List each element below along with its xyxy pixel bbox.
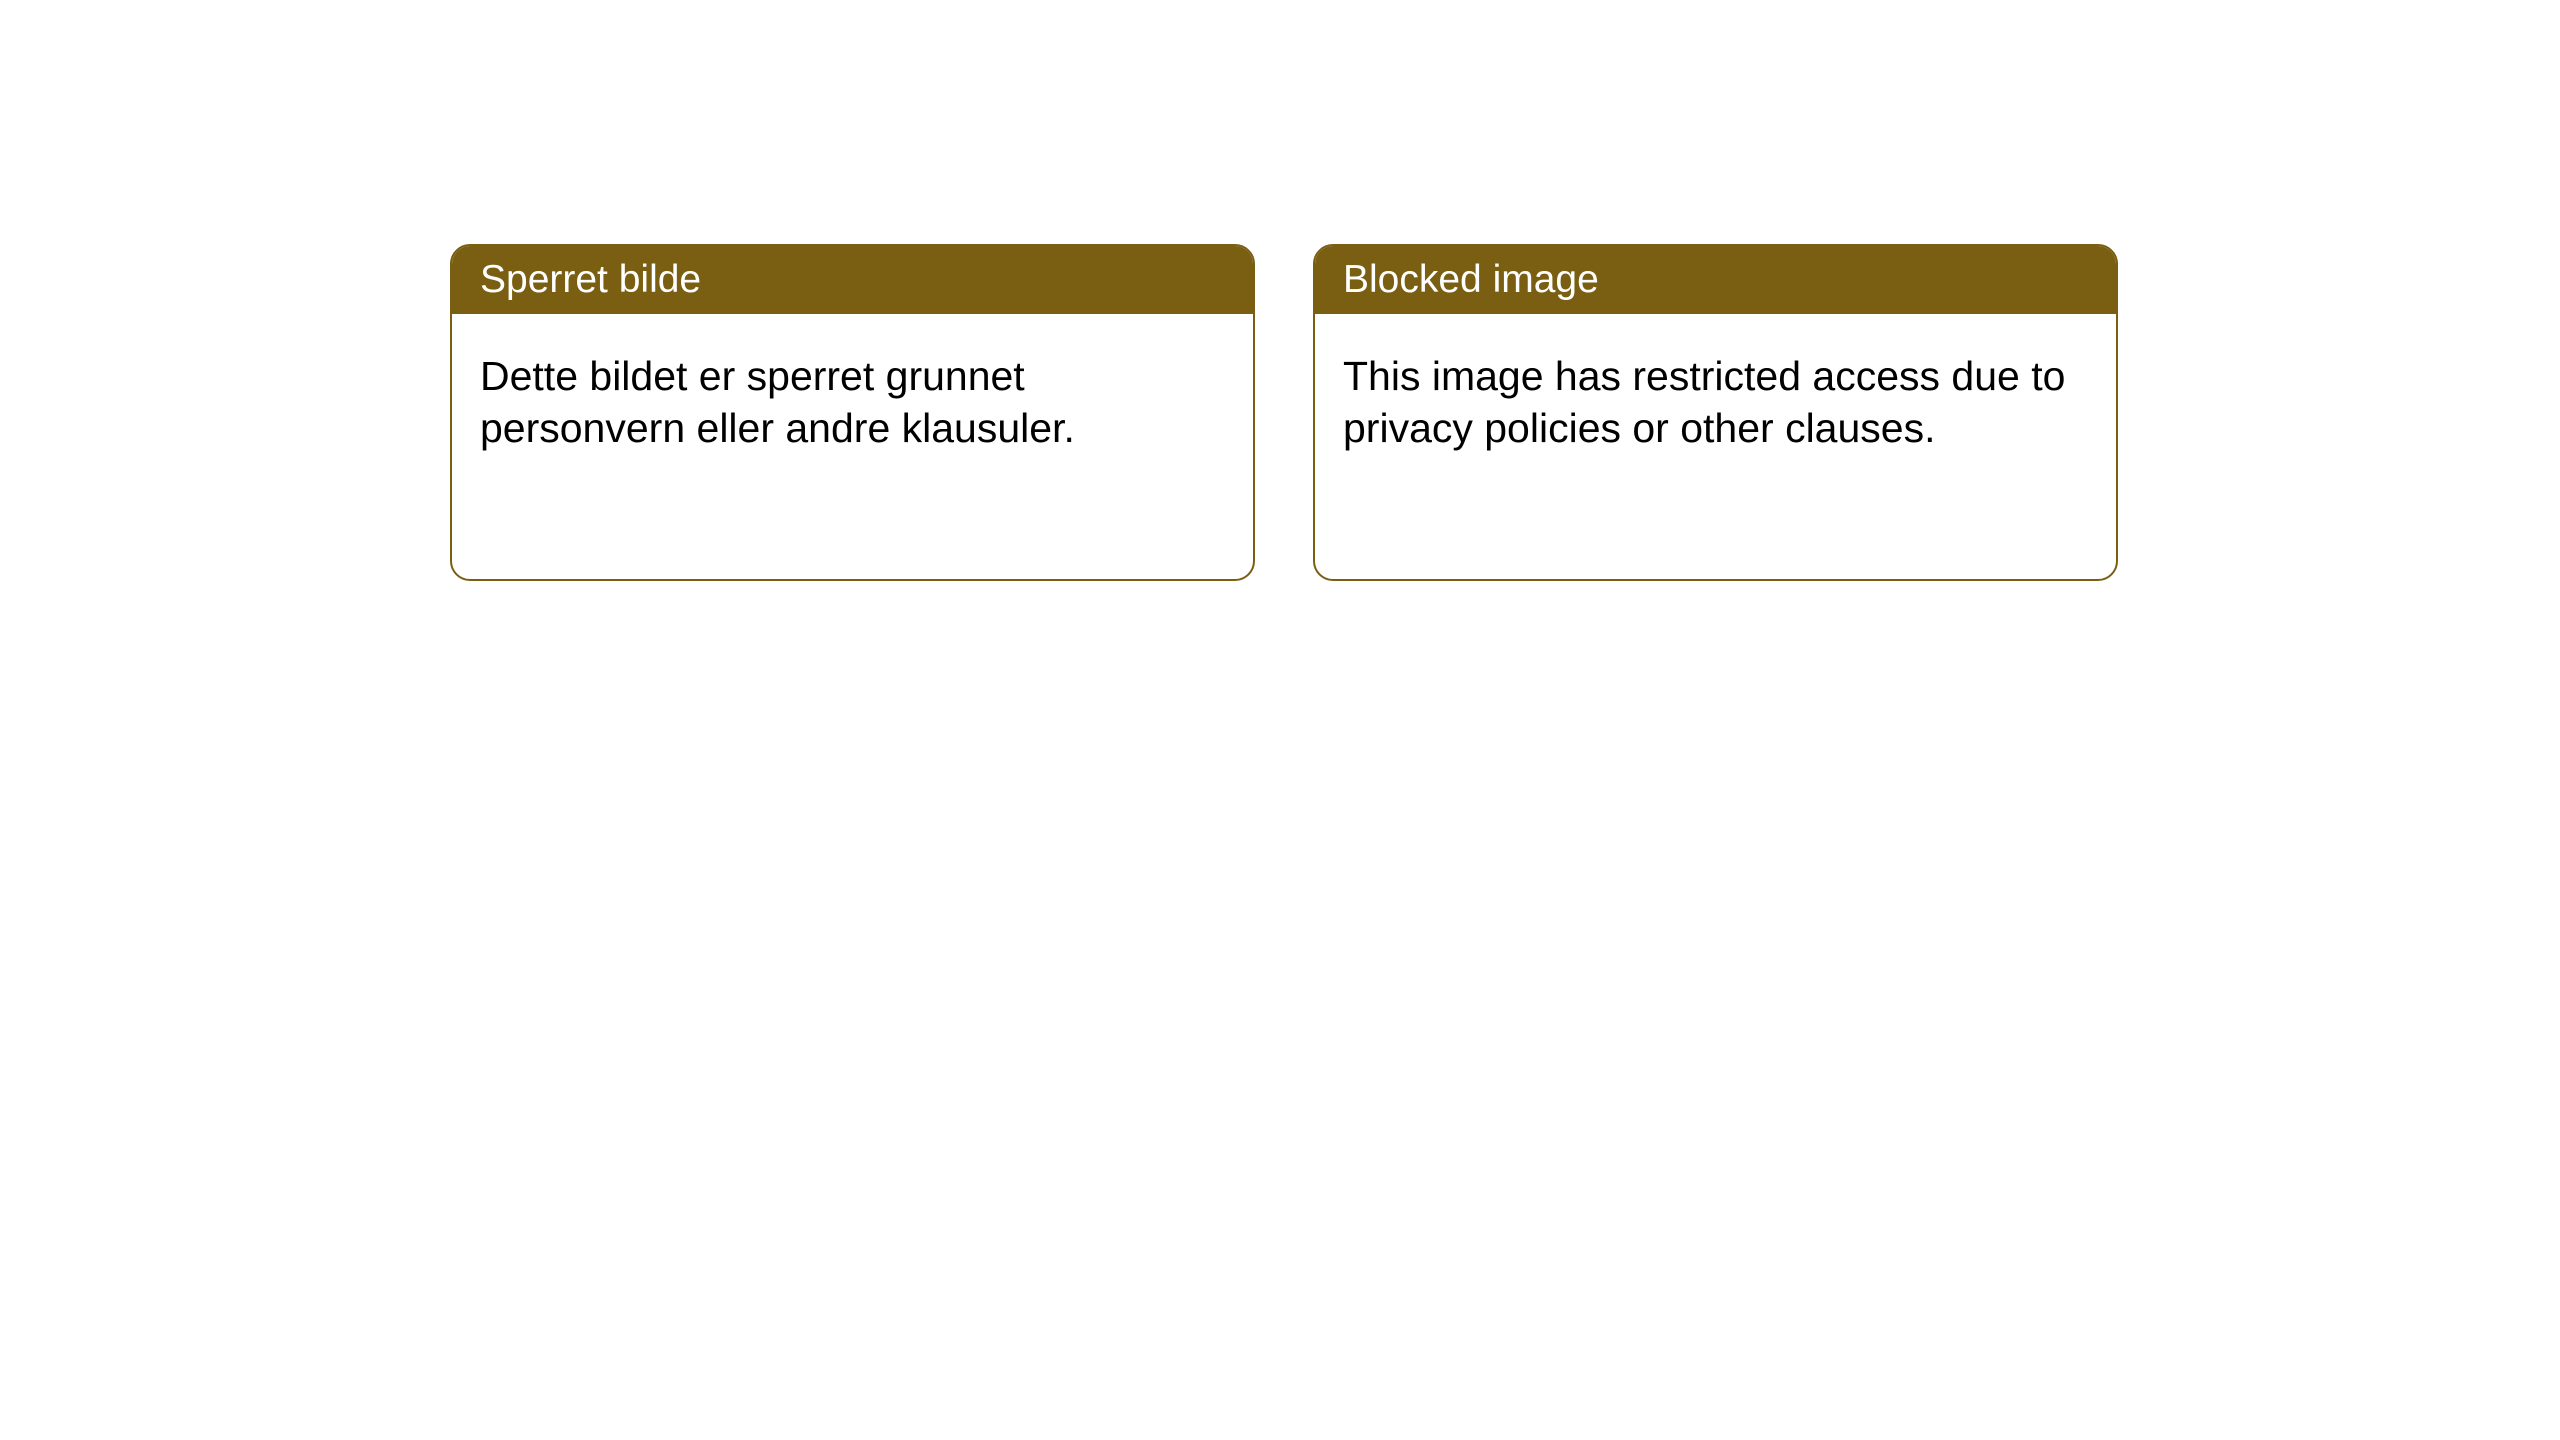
card-body: This image has restricted access due to … xyxy=(1315,314,2116,491)
card-header: Sperret bilde xyxy=(452,246,1253,314)
blocked-image-card-no: Sperret bilde Dette bildet er sperret gr… xyxy=(450,244,1255,581)
cards-container: Sperret bilde Dette bildet er sperret gr… xyxy=(450,244,2118,581)
card-header: Blocked image xyxy=(1315,246,2116,314)
card-body: Dette bildet er sperret grunnet personve… xyxy=(452,314,1253,491)
blocked-image-card-en: Blocked image This image has restricted … xyxy=(1313,244,2118,581)
